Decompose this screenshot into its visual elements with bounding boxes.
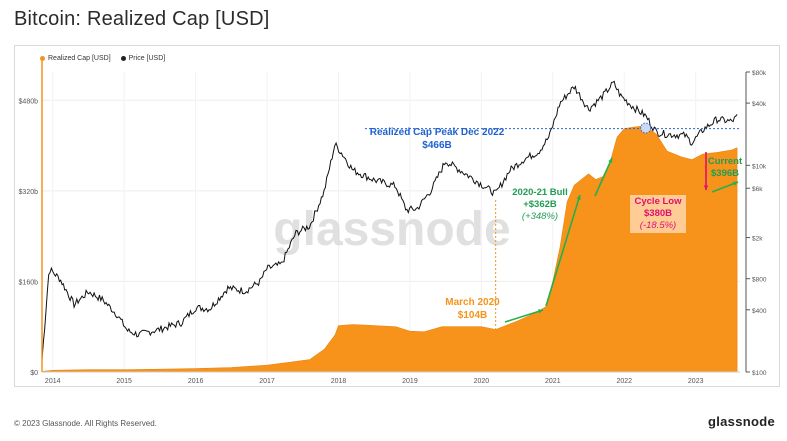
annotation-current: Current $396B (704, 156, 746, 180)
annotation-bull: 2020-21 Bull +$362B (+348%) (505, 187, 575, 223)
price-series (41, 80, 738, 361)
left-tick-label: $320b (19, 189, 39, 196)
bull-arrow-1 (504, 309, 544, 323)
legend-label-realized-cap: Realized Cap [USD] (48, 55, 111, 62)
legend-dot-price (120, 56, 126, 61)
realized-cap-area (41, 125, 738, 373)
annotation-march-value: $104B (457, 309, 488, 321)
cycle-low-arrow-head (703, 185, 709, 190)
right-tick-label: $100 (752, 370, 767, 377)
annotation-march-text: March 2020 (445, 297, 500, 308)
x-tick-label: 2015 (116, 378, 132, 385)
annotation-peak-text: Realized Cap Peak Dec 2022 (369, 127, 505, 138)
right-tick-label: $400 (752, 308, 767, 315)
annotation-cycle-low-text: Cycle Low (634, 196, 682, 207)
page-title: Bitcoin: Realized Cap [USD] (14, 8, 270, 30)
bull-arrow-2-head (576, 195, 581, 200)
annotation-current-value: $396B (711, 167, 739, 179)
legend-label-price: Price [USD] (128, 55, 166, 62)
x-tick-label: 2021 (545, 378, 561, 385)
bull-arrow-3-head (608, 158, 613, 163)
legend: Realized Cap [USD] Price [USD] (40, 55, 165, 62)
brand-logo[interactable]: glassnode (708, 414, 775, 429)
realized-cap-series (41, 125, 738, 373)
right-tick-label: $80k (752, 70, 767, 77)
x-tick-label: 2023 (688, 378, 704, 385)
annotation-current-text: Current (707, 156, 743, 167)
bull-arrow-1-head (538, 309, 543, 314)
axes: $0 $160b $320b $480b 2014 2015 2016 2017 2018 201… (19, 60, 767, 385)
annotation-bull-value: +$362B (523, 198, 557, 210)
left-tick-label: $0 (30, 370, 38, 377)
legend-item-realized-cap[interactable]: Realized Cap [USD] (40, 55, 111, 62)
annotation-bull-note: (+348%) (521, 210, 559, 222)
annotation-marks (365, 122, 740, 372)
x-tick-label: 2020 (474, 378, 490, 385)
bull-arrow-2 (545, 194, 581, 307)
bull-arrow-3 (594, 157, 613, 197)
annotation-cycle-low-value: $380B (644, 207, 672, 219)
left-tick-label: $480b (19, 98, 39, 105)
right-tick-label: $40k (752, 101, 767, 108)
x-tick-label: 2017 (259, 378, 275, 385)
annotation-cycle-low: Cycle Low $380B (-18.5%) (630, 195, 686, 233)
peak-marker (640, 122, 652, 134)
current-arrow-head (733, 181, 738, 186)
x-tick-label: 2019 (402, 378, 418, 385)
x-tick-label: 2022 (616, 378, 632, 385)
x-tick-label: 2018 (331, 378, 347, 385)
right-tick-label: $2k (752, 236, 763, 243)
copyright-footer: © 2023 Glassnode. All Rights Reserved. (14, 419, 157, 428)
current-arrow (711, 181, 739, 193)
right-tick-label: $800 (752, 277, 767, 284)
watermark: glassnode (273, 203, 510, 256)
annotation-peak: Realized Cap Peak Dec 2022 $466B (352, 127, 522, 152)
x-tick-label: 2016 (188, 378, 204, 385)
legend-dot-realized-cap (40, 56, 45, 61)
annotation-bull-text: 2020-21 Bull (512, 187, 568, 198)
annotation-peak-value: $466B (422, 139, 452, 151)
x-tick-label: 2014 (45, 378, 61, 385)
annotation-march-2020: March 2020 $104B (430, 297, 515, 322)
annotation-cycle-low-note: (-18.5%) (639, 219, 677, 231)
legend-item-price[interactable]: Price [USD] (120, 55, 166, 62)
right-tick-label: $10k (752, 163, 767, 170)
left-tick-label: $160b (19, 279, 39, 286)
right-tick-label: $6k (752, 186, 763, 193)
price-line (41, 80, 738, 361)
